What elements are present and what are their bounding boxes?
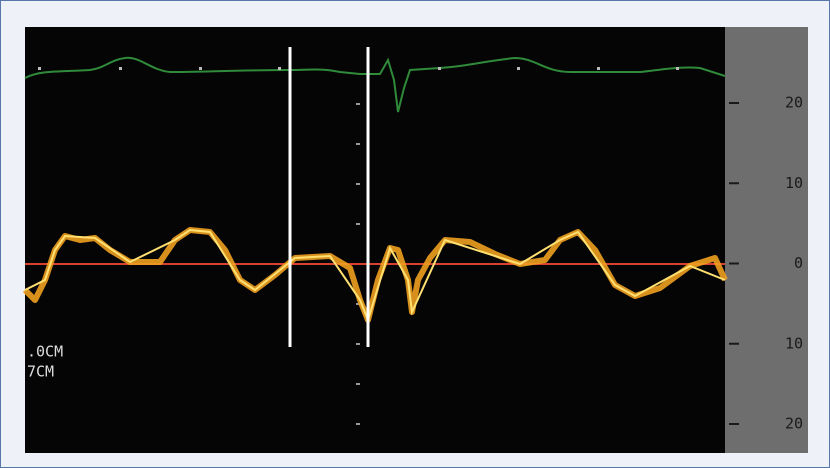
scale-label: 20 xyxy=(785,94,803,112)
scale-label: 0 xyxy=(794,254,803,272)
scale-label: 10 xyxy=(785,334,803,352)
depth-tick xyxy=(356,343,360,345)
page: 201001020 .0CM 7CM (() => { const data =… xyxy=(0,0,830,468)
depth-tick xyxy=(356,103,360,105)
depth-tick xyxy=(356,423,360,425)
scale-label: 20 xyxy=(785,415,803,433)
scale-label: 10 xyxy=(785,174,803,192)
scale-strip xyxy=(725,27,808,453)
depth-tick xyxy=(356,223,360,225)
overlay-text: .0CM xyxy=(27,343,63,361)
image-area xyxy=(25,27,727,453)
depth-tick xyxy=(356,143,360,145)
doppler-screen: 20 10 0 10 20 .0CM 7CM xyxy=(0,0,830,468)
overlay-text: 7CM xyxy=(27,363,54,381)
depth-tick xyxy=(356,183,360,185)
depth-tick xyxy=(356,383,360,385)
